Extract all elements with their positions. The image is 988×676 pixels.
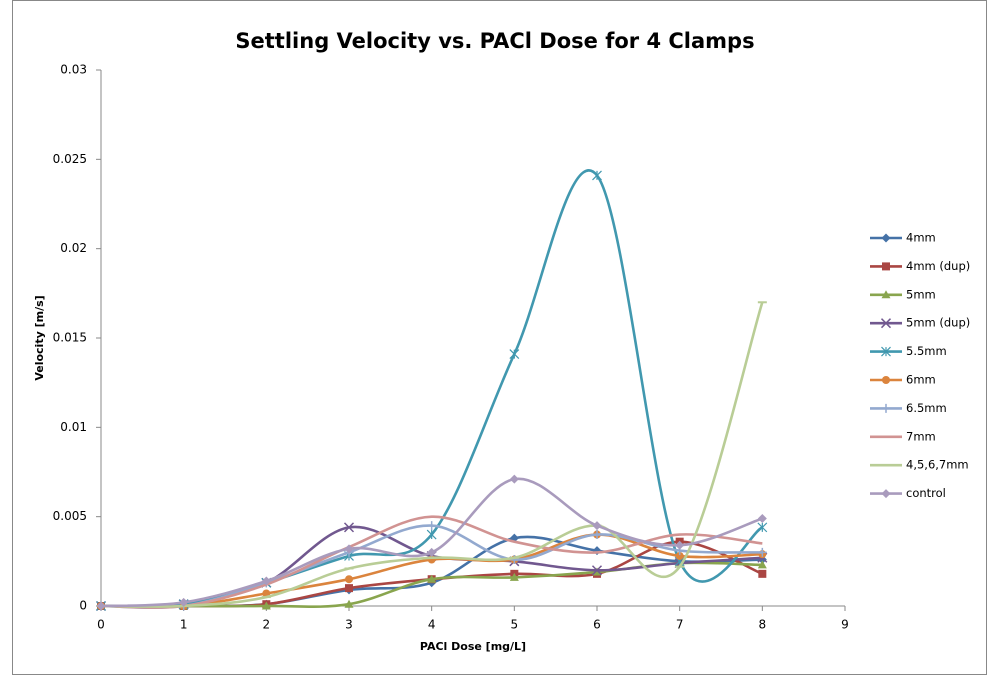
x-tick-label: 9 xyxy=(841,618,849,632)
data-point xyxy=(344,544,354,554)
data-point xyxy=(757,560,767,569)
data-point xyxy=(427,521,437,531)
legend-label: 5mm (dup) xyxy=(906,316,970,330)
x-tick-label: 5 xyxy=(511,618,519,632)
legend-marker xyxy=(881,489,891,499)
x-tick-label: 7 xyxy=(676,618,684,632)
data-point xyxy=(592,521,602,531)
chart-title: Settling Velocity vs. PACl Dose for 4 Cl… xyxy=(235,29,754,53)
legend-label: 6.5mm xyxy=(906,401,947,415)
y-tick-label: 0.02 xyxy=(60,241,87,255)
legend-label: control xyxy=(906,486,946,500)
data-point xyxy=(96,601,106,611)
data-point xyxy=(509,572,519,581)
legend-marker xyxy=(881,233,891,243)
legend-label: 5mm xyxy=(906,287,936,301)
data-point xyxy=(757,547,767,557)
series-line xyxy=(100,301,764,608)
legend-label: 7mm xyxy=(906,429,936,443)
x-tick-label: 3 xyxy=(345,618,353,632)
data-point xyxy=(509,533,519,543)
x-axis-label: PACl Dose [mg/L] xyxy=(420,640,526,653)
data-point xyxy=(757,522,768,533)
data-point xyxy=(179,597,189,607)
y-tick-label: 0.01 xyxy=(60,420,87,434)
legend-marker xyxy=(881,403,891,413)
legend-marker xyxy=(881,290,891,299)
data-point xyxy=(427,547,437,557)
series-line xyxy=(100,515,763,609)
series-line xyxy=(100,477,763,608)
y-tick-label: 0.005 xyxy=(53,509,87,523)
data-point xyxy=(509,349,520,360)
legend-marker xyxy=(882,262,890,271)
x-tick-label: 6 xyxy=(593,618,601,632)
legend-label: 5.5mm xyxy=(906,344,947,358)
data-point xyxy=(261,601,271,610)
x-tick-label: 0 xyxy=(97,618,105,632)
data-point xyxy=(757,513,767,523)
legend-label: 4,5,6,7mm xyxy=(906,458,969,472)
y-axis-label: Velocity [m/s] xyxy=(33,295,46,380)
legend-label: 4mm (dup) xyxy=(906,259,970,273)
data-point xyxy=(343,522,355,533)
x-tick-label: 2 xyxy=(263,618,271,632)
y-tick-label: 0.03 xyxy=(60,63,87,77)
data-point xyxy=(592,530,602,540)
legend-marker xyxy=(882,376,890,384)
data-point xyxy=(675,540,685,550)
data-point xyxy=(345,584,353,593)
legend-label: 6mm xyxy=(906,373,936,387)
data-point xyxy=(592,170,602,181)
y-tick-label: 0 xyxy=(79,599,87,613)
data-point xyxy=(758,569,767,578)
chart-border xyxy=(12,0,987,675)
x-tick-label: 8 xyxy=(759,618,767,632)
data-point xyxy=(345,575,353,584)
x-tick-label: 4 xyxy=(428,618,436,632)
data-point xyxy=(509,474,519,484)
y-tick-label: 0.015 xyxy=(53,331,87,345)
y-tick-label: 0.025 xyxy=(53,152,87,166)
x-tick-label: 1 xyxy=(180,618,188,632)
legend-marker xyxy=(880,318,892,329)
legend-marker xyxy=(881,346,891,357)
data-point xyxy=(591,565,603,576)
legend-label: 4mm xyxy=(906,231,936,245)
data-point xyxy=(426,529,437,540)
data-point xyxy=(675,551,684,560)
data-point xyxy=(344,599,354,608)
data-point xyxy=(427,574,437,583)
data-point xyxy=(261,576,271,586)
